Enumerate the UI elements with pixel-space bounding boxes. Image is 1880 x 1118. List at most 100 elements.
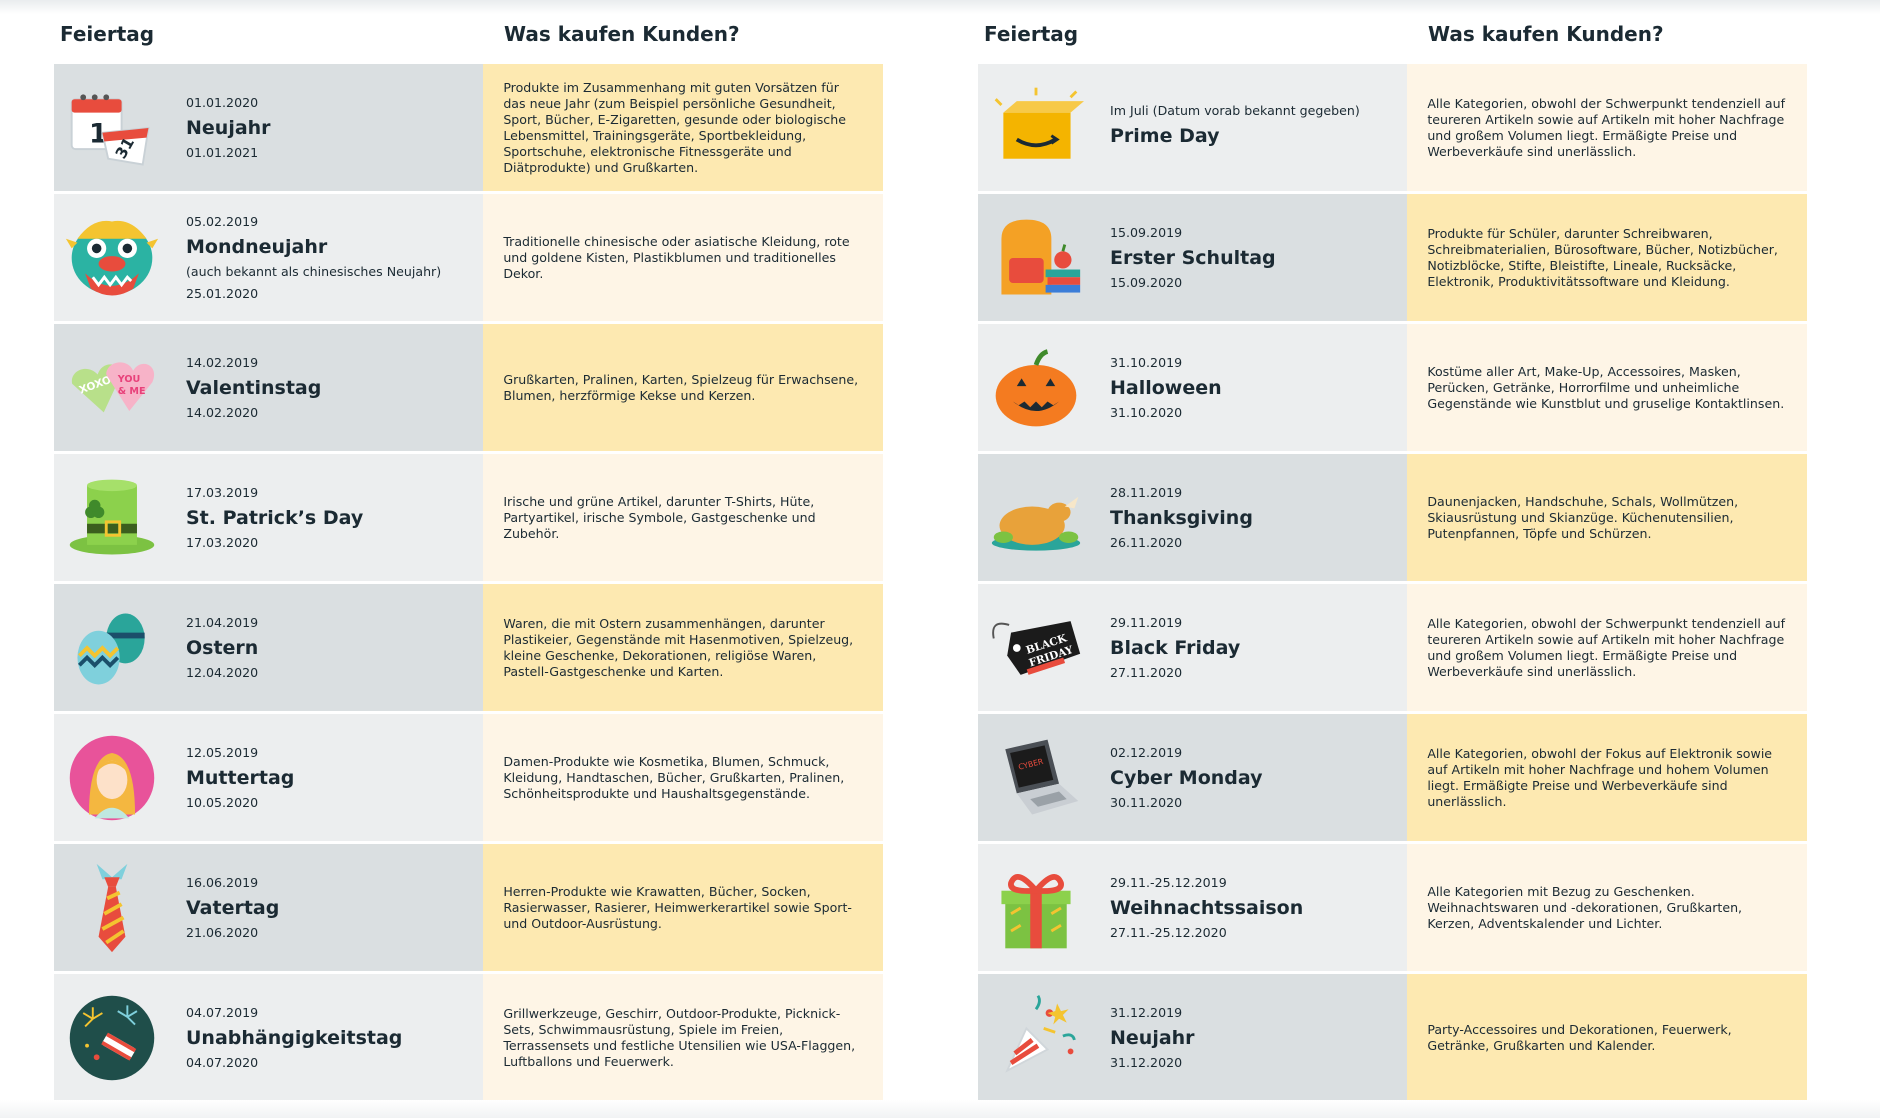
table-row: BLACK FRIDAY 29.11.2019 Black Friday 27.… xyxy=(978,584,1807,711)
candy-hearts-icon: XOXO YOU & ME xyxy=(62,338,162,438)
holiday-name: Black Friday xyxy=(1110,636,1241,659)
purchases-text: Kostüme aller Art, Make-Up, Accessoires,… xyxy=(1427,363,1785,411)
holiday-date-end: 04.07.2020 xyxy=(186,1054,259,1070)
school-backpack-icon xyxy=(986,208,1086,308)
holiday-date-start: 31.12.2019 xyxy=(1110,1004,1183,1020)
svg-text:1: 1 xyxy=(89,118,108,149)
holiday-cell: 1 31 01.01.2020 Neujahr 01.01.2021 xyxy=(54,64,484,191)
holiday-name: Neujahr xyxy=(1110,1026,1195,1049)
holiday-cell: 29.11.-25.12.2019 Weihnachtssaison 27.11… xyxy=(978,844,1408,971)
holiday-date-start: Im Juli (Datum vorab bekannt gegeben) xyxy=(1110,102,1360,118)
holiday-name: Thanksgiving xyxy=(1110,506,1253,529)
holiday-cell: 28.11.2019 Thanksgiving 26.11.2020 xyxy=(978,454,1408,581)
holiday-date-end: 31.10.2020 xyxy=(1110,404,1183,420)
purchases-cell: Alle Kategorien, obwohl der Schwerpunkt … xyxy=(1407,584,1807,711)
header-purchases: Was kaufen Kunden? xyxy=(504,22,740,46)
purchases-text: Irische und grüne Artikel, darunter T-Sh… xyxy=(503,493,816,541)
holiday-name: St. Patrick’s Day xyxy=(186,506,364,529)
holiday-date-start: 12.05.2019 xyxy=(186,744,259,760)
holiday-name: Halloween xyxy=(1110,376,1222,399)
purchases-cell: Alle Kategorien mit Bezug zu Geschenken.… xyxy=(1407,844,1807,971)
purchases-text: Daunenjacken, Handschuhe, Schals, Wollmü… xyxy=(1427,493,1739,541)
holiday-date-end: 10.05.2020 xyxy=(186,794,259,810)
holiday-date-start: 29.11.2019 xyxy=(1110,614,1183,630)
left-rows: 1 31 01.01.2020 Neujahr 01.01.2021 Produ… xyxy=(54,64,883,1101)
table-row: 21.04.2019 Ostern 12.04.2020 Waren, die … xyxy=(54,584,883,711)
holiday-date-start: 15.09.2019 xyxy=(1110,224,1183,240)
holiday-name: Valentinstag xyxy=(186,376,322,399)
holiday-date-end: 26.11.2020 xyxy=(1110,534,1183,550)
holiday-name: Weihnachtssaison xyxy=(1110,896,1304,919)
table-row: 28.11.2019 Thanksgiving 26.11.2020 Daune… xyxy=(978,454,1807,581)
holiday-cell: CYBER 02.12.2019 Cyber Monday 30.11.2020 xyxy=(978,714,1408,841)
holiday-date-end: 25.01.2020 xyxy=(186,285,259,301)
easter-eggs-icon xyxy=(62,598,162,698)
purchases-cell: Daunenjacken, Handschuhe, Schals, Wollmü… xyxy=(1407,454,1807,581)
fireworks-icon xyxy=(62,988,162,1088)
header-holiday: Feiertag xyxy=(60,22,155,46)
top-shadow xyxy=(0,0,1880,14)
table-row: CYBER 02.12.2019 Cyber Monday 30.11.2020… xyxy=(978,714,1807,841)
holiday-cell: XOXO YOU & ME 14.02.2019 Valentinstag 14… xyxy=(54,324,484,451)
table-row: 05.02.2019 Mondneujahr (auch bekannt als… xyxy=(54,194,883,321)
gift-box-icon xyxy=(986,858,1086,958)
header-holiday: Feiertag xyxy=(984,22,1079,46)
purchases-text: Alle Kategorien, obwohl der Fokus auf El… xyxy=(1427,745,1773,809)
dragon-mask-icon xyxy=(62,208,162,308)
holiday-name: Ostern xyxy=(186,636,259,659)
holiday-date-end: 31.12.2020 xyxy=(1110,1054,1183,1070)
holiday-cell: Im Juli (Datum vorab bekannt gegeben) Pr… xyxy=(978,64,1408,191)
purchases-text: Alle Kategorien mit Bezug zu Geschenken.… xyxy=(1427,883,1743,931)
holiday-date-end: 14.02.2020 xyxy=(186,404,259,420)
svg-text:YOU: YOU xyxy=(117,374,141,385)
holiday-date-end: 17.03.2020 xyxy=(186,534,259,550)
purchases-cell: Grußkarten, Pralinen, Karten, Spielzeug … xyxy=(483,324,883,451)
table-row: XOXO YOU & ME 14.02.2019 Valentinstag 14… xyxy=(54,324,883,451)
party-popper-icon xyxy=(986,988,1086,1088)
table-row: 16.06.2019 Vatertag 21.06.2020 Herren-Pr… xyxy=(54,844,883,971)
holiday-name: Prime Day xyxy=(1110,124,1220,147)
left-column: Feiertag Was kaufen Kunden? 1 31 xyxy=(54,0,883,1104)
holiday-date-start: 31.10.2019 xyxy=(1110,354,1183,370)
holiday-date-start: 21.04.2019 xyxy=(186,614,259,630)
holiday-date-start: 01.01.2020 xyxy=(186,94,259,110)
purchases-cell: Kostüme aller Art, Make-Up, Accessoires,… xyxy=(1407,324,1807,451)
purchases-text: Produkte im Zusammenhang mit guten Vorsä… xyxy=(503,79,846,175)
bottom-shadow xyxy=(0,1100,1880,1118)
price-tag-icon: BLACK FRIDAY xyxy=(986,598,1086,698)
left-column-header: Feiertag Was kaufen Kunden? xyxy=(54,0,883,64)
holiday-date-end: 15.09.2020 xyxy=(1110,274,1183,290)
holiday-cell: 16.06.2019 Vatertag 21.06.2020 xyxy=(54,844,484,971)
right-rows: Im Juli (Datum vorab bekannt gegeben) Pr… xyxy=(978,64,1807,1101)
holiday-date-start: 05.02.2019 xyxy=(186,213,259,229)
holiday-cell: 17.03.2019 St. Patrick’s Day 17.03.2020 xyxy=(54,454,484,581)
holiday-name: Mondneujahr xyxy=(186,235,328,258)
pumpkin-icon xyxy=(986,338,1086,438)
purchases-text: Damen-Produkte wie Kosmetika, Blumen, Sc… xyxy=(503,753,845,801)
table-row: 04.07.2019 Unabhängigkeitstag 04.07.2020… xyxy=(54,974,883,1101)
purchases-cell: Alle Kategorien, obwohl der Fokus auf El… xyxy=(1407,714,1807,841)
purchases-cell: Grillwerkzeuge, Geschirr, Outdoor-Produk… xyxy=(483,974,883,1101)
holiday-date-start: 02.12.2019 xyxy=(1110,744,1183,760)
holiday-date-start: 29.11.-25.12.2019 xyxy=(1110,874,1227,890)
table-row: 12.05.2019 Muttertag 10.05.2020 Damen-Pr… xyxy=(54,714,883,841)
holiday-date-start: 28.11.2019 xyxy=(1110,484,1183,500)
holiday-date-start: 16.06.2019 xyxy=(186,874,259,890)
holiday-name: Erster Schultag xyxy=(1110,246,1276,269)
holiday-date-end: 27.11.-25.12.2020 xyxy=(1110,924,1227,940)
holiday-date-end: 12.04.2020 xyxy=(186,664,259,680)
holiday-cell: 15.09.2019 Erster Schultag 15.09.2020 xyxy=(978,194,1408,321)
holiday-name: Neujahr xyxy=(186,116,271,139)
purchases-text: Alle Kategorien, obwohl der Schwerpunkt … xyxy=(1427,615,1786,679)
mother-portrait-icon xyxy=(62,728,162,828)
holiday-date-start: 14.02.2019 xyxy=(186,354,259,370)
holiday-date-end: 30.11.2020 xyxy=(1110,794,1183,810)
holiday-name: Vatertag xyxy=(186,896,280,919)
purchases-cell: Party-Accessoires und Dekorationen, Feue… xyxy=(1407,974,1807,1101)
holiday-date-start: 04.07.2019 xyxy=(186,1004,259,1020)
purchases-text: Traditionelle chinesische oder asiatisch… xyxy=(503,233,850,281)
table-row: Im Juli (Datum vorab bekannt gegeben) Pr… xyxy=(978,64,1807,191)
table-row: 29.11.-25.12.2019 Weihnachtssaison 27.11… xyxy=(978,844,1807,971)
calendar-icon: 1 31 xyxy=(62,78,162,178)
holiday-cell: 05.02.2019 Mondneujahr (auch bekannt als… xyxy=(54,194,484,321)
